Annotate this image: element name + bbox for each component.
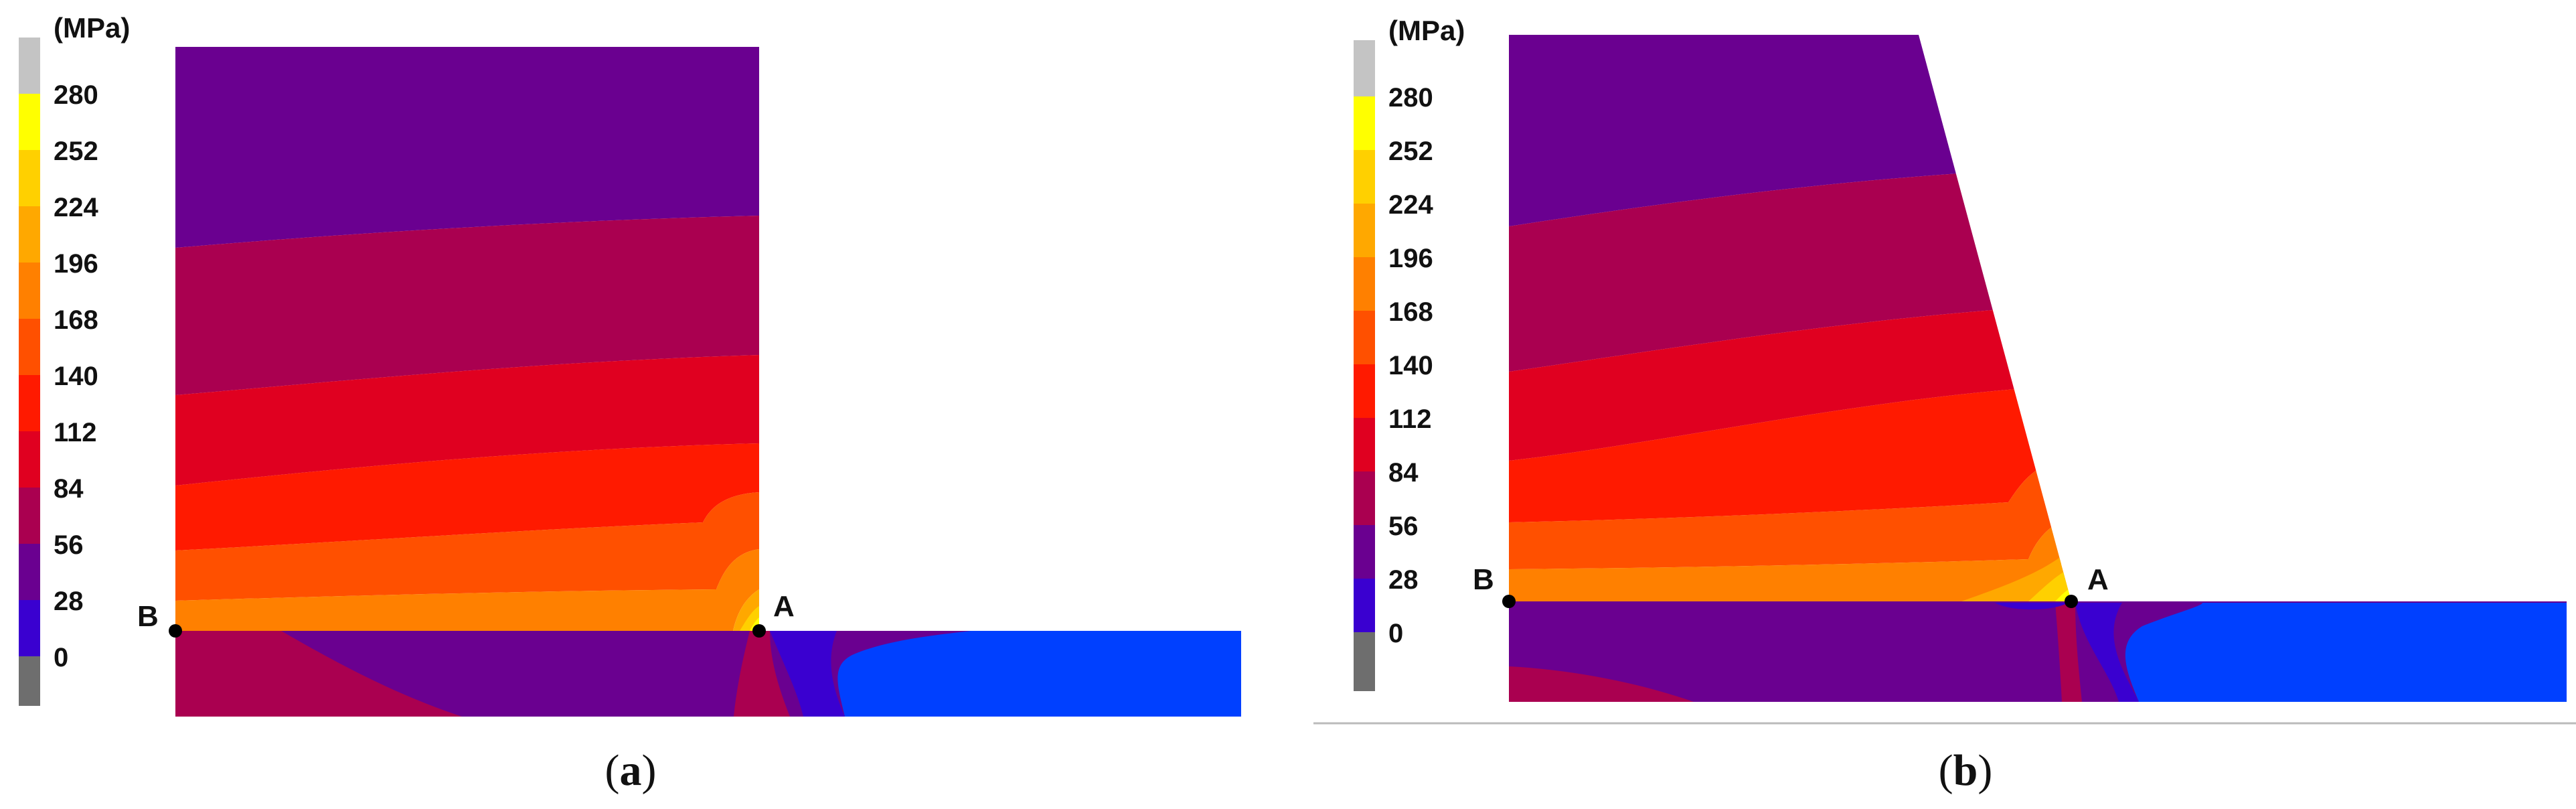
band-a-112 <box>175 355 759 486</box>
plate-b-field-28 <box>2075 603 2139 702</box>
legend-swatch-over <box>19 38 40 94</box>
plate-b-field-84 <box>1509 666 1694 702</box>
point-b-label-b: B <box>1473 563 1494 596</box>
band-a-168 <box>175 492 759 601</box>
legend-tick-140: 140 <box>54 362 98 391</box>
legend-tick-0: 0 <box>54 643 68 672</box>
point-b-marker-a <box>169 624 182 638</box>
legend-tick-196: 196 <box>54 249 98 279</box>
panel-a: (MPa) 280 252 224 196 168 140 112 84 56 … <box>19 12 1241 795</box>
legend-swatch-252 <box>19 150 40 206</box>
attachment-b <box>1509 35 2071 601</box>
legend-swatch-56 <box>19 544 40 600</box>
plate-b-field-28-top <box>1995 603 2069 610</box>
band-a-56 <box>175 47 759 248</box>
legend-unit-a: (MPa) <box>54 12 130 44</box>
plate-b-field-84-right <box>2055 603 2082 702</box>
legend-tick-28: 28 <box>54 587 84 616</box>
legend-swatch-280 <box>19 94 40 150</box>
band-b-196 <box>1509 516 2071 601</box>
plate-b-field-0 <box>2122 603 2567 702</box>
point-a-label-a: A <box>773 590 795 623</box>
legend-tick-112: 112 <box>54 418 97 447</box>
legend-tick-168: 168 <box>54 305 98 335</box>
base-plate-b <box>1509 601 2567 702</box>
legend-tick-224: 224 <box>1388 190 1433 220</box>
point-b-label-a: B <box>137 600 159 633</box>
legend-swatch-140 <box>1354 364 1375 418</box>
band-b-140 <box>1509 385 2071 522</box>
point-a-marker-b <box>2065 595 2078 608</box>
legend-swatch-280 <box>1354 96 1375 150</box>
legend-tick-224: 224 <box>54 193 98 222</box>
legend-unit-b: (MPa) <box>1388 15 1465 46</box>
band-b-112 <box>1509 305 2071 461</box>
legend-swatch-252 <box>1354 150 1375 204</box>
legend-swatch-224 <box>19 206 40 263</box>
legend-tick-84: 84 <box>1388 458 1419 488</box>
legend-tick-196: 196 <box>1388 244 1433 273</box>
panel-b: (MPa) 280 252 224 196 168 140 112 84 56 … <box>1354 15 2567 795</box>
legend-swatch-140 <box>19 375 40 431</box>
legend-swatch-196 <box>1354 257 1375 311</box>
legend-tick-0: 0 <box>1388 619 1403 648</box>
legend-tick-56: 56 <box>1388 512 1419 541</box>
legend-tick-252: 252 <box>1388 137 1433 166</box>
band-a-196 <box>175 549 759 631</box>
legend-tick-56: 56 <box>54 530 84 560</box>
legend-swatch-over <box>1354 40 1375 96</box>
band-a-84 <box>175 216 759 395</box>
caption-b: (b) <box>1939 746 1993 795</box>
legend-tick-84: 84 <box>54 474 84 504</box>
attachment-a <box>175 47 759 631</box>
legend-tick-28: 28 <box>1388 565 1419 595</box>
legend-tick-140: 140 <box>1388 351 1433 380</box>
plate-a-field-28 <box>770 631 845 717</box>
legend-swatch-28 <box>19 600 40 656</box>
band-b-84 <box>1509 167 2071 372</box>
plate-a-field-0 <box>837 631 1241 717</box>
legend-tick-280: 280 <box>1388 83 1433 113</box>
band-a-140 <box>175 443 759 550</box>
legend-tick-112: 112 <box>1388 404 1432 434</box>
plate-a-field-84-left <box>175 631 462 717</box>
legend-swatch-224 <box>1354 204 1375 257</box>
legend-swatch-under <box>1354 632 1375 691</box>
point-a-label-b: A <box>2087 563 2109 596</box>
legend-bar-b <box>1354 40 1375 691</box>
plate-a-field-84-right <box>734 631 790 717</box>
legend-ticks-a: 280 252 224 196 168 140 112 84 56 28 0 <box>54 80 98 672</box>
legend-swatch-84 <box>1354 471 1375 525</box>
band-b-168 <box>1509 455 2071 569</box>
caption-a: (a) <box>605 746 657 795</box>
legend-ticks-b: 280 252 224 196 168 140 112 84 56 28 0 <box>1388 83 1433 648</box>
point-b-marker-b <box>1502 595 1516 608</box>
legend-swatch-112 <box>19 431 40 488</box>
legend-bar-a <box>19 38 40 706</box>
legend-swatch-84 <box>19 488 40 544</box>
legend-swatch-168 <box>1354 311 1375 364</box>
legend-swatch-28 <box>1354 579 1375 632</box>
legend-swatch-56 <box>1354 525 1375 579</box>
legend-tick-168: 168 <box>1388 297 1433 327</box>
legend-swatch-196 <box>19 263 40 319</box>
legend-swatch-168 <box>19 319 40 375</box>
legend-swatch-under <box>19 656 40 706</box>
point-a-marker-a <box>752 624 766 638</box>
legend-swatch-112 <box>1354 418 1375 471</box>
base-plate-a <box>175 631 1241 717</box>
legend-tick-252: 252 <box>54 137 98 166</box>
legend-tick-280: 280 <box>54 80 98 110</box>
